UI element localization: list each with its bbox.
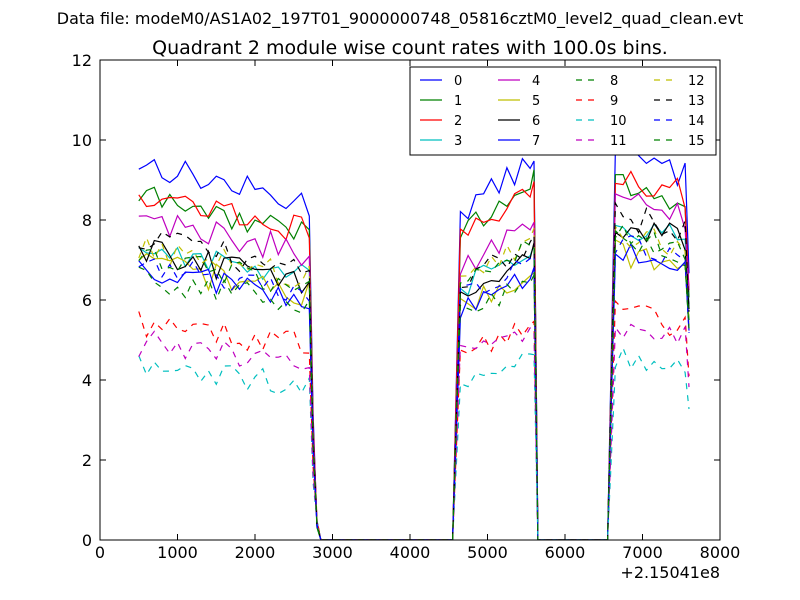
- legend-label-2: 2: [454, 114, 462, 129]
- series-line-7: [138, 242, 690, 540]
- series-line-1: [138, 169, 690, 540]
- series-line-10: [138, 346, 690, 540]
- series-layer: [138, 146, 690, 540]
- legend-label-11: 11: [610, 134, 627, 149]
- y-tick-label: 4: [82, 371, 92, 390]
- x-tick-label: 5000: [467, 543, 508, 562]
- series-line-5: [138, 239, 690, 540]
- x-tick-label: 2000: [235, 543, 276, 562]
- series-line-12: [138, 224, 690, 540]
- x-tick-label: 6000: [545, 543, 586, 562]
- series-line-15: [138, 223, 690, 540]
- x-tick-label: 8000: [700, 543, 741, 562]
- figure-suptitle: Data file: modeM0/AS1A02_197T01_90000007…: [57, 9, 743, 29]
- x-tick-label: 0: [95, 543, 105, 562]
- series-line-14: [138, 235, 690, 540]
- y-tick-label: 2: [82, 451, 92, 470]
- legend-label-7: 7: [532, 134, 540, 149]
- x-tick-label: 1000: [157, 543, 198, 562]
- legend-label-0: 0: [454, 74, 462, 89]
- series-line-0: [138, 146, 690, 540]
- x-tick-label: 3000: [312, 543, 353, 562]
- legend-label-9: 9: [610, 94, 618, 109]
- x-tick-label: 4000: [390, 543, 431, 562]
- legend-label-13: 13: [688, 94, 705, 109]
- y-tick-label: 8: [82, 211, 92, 230]
- legend-label-5: 5: [532, 94, 540, 109]
- y-tick-label: 6: [82, 291, 92, 310]
- legend-label-10: 10: [610, 114, 627, 129]
- legend-box: [409, 66, 717, 156]
- legend-label-8: 8: [610, 74, 618, 89]
- series-line-6: [138, 221, 690, 540]
- legend-label-6: 6: [532, 114, 540, 129]
- y-tick-label: 12: [72, 51, 92, 70]
- legend-label-12: 12: [688, 74, 705, 89]
- series-line-11: [138, 323, 690, 540]
- x-offset-label: +2.15041e8: [620, 563, 720, 582]
- series-line-2: [138, 170, 690, 540]
- legend-label-4: 4: [532, 74, 540, 89]
- series-line-9: [138, 299, 690, 540]
- y-tick-label: 10: [72, 131, 92, 150]
- series-line-4: [138, 192, 690, 540]
- legend-label-14: 14: [688, 114, 705, 129]
- chart-title: Quadrant 2 module wise count rates with …: [152, 37, 668, 59]
- legend-label-15: 15: [688, 134, 705, 149]
- legend-label-1: 1: [454, 94, 462, 109]
- y-tick-label: 0: [82, 531, 92, 550]
- series-line-3: [138, 223, 690, 540]
- axis-ticks: 0 1000 2000 3000 4000 5000 6000 7000 80000246810…: [72, 51, 741, 562]
- legend-label-3: 3: [454, 134, 462, 149]
- x-tick-label: 7000: [622, 543, 663, 562]
- series-line-8: [138, 229, 690, 540]
